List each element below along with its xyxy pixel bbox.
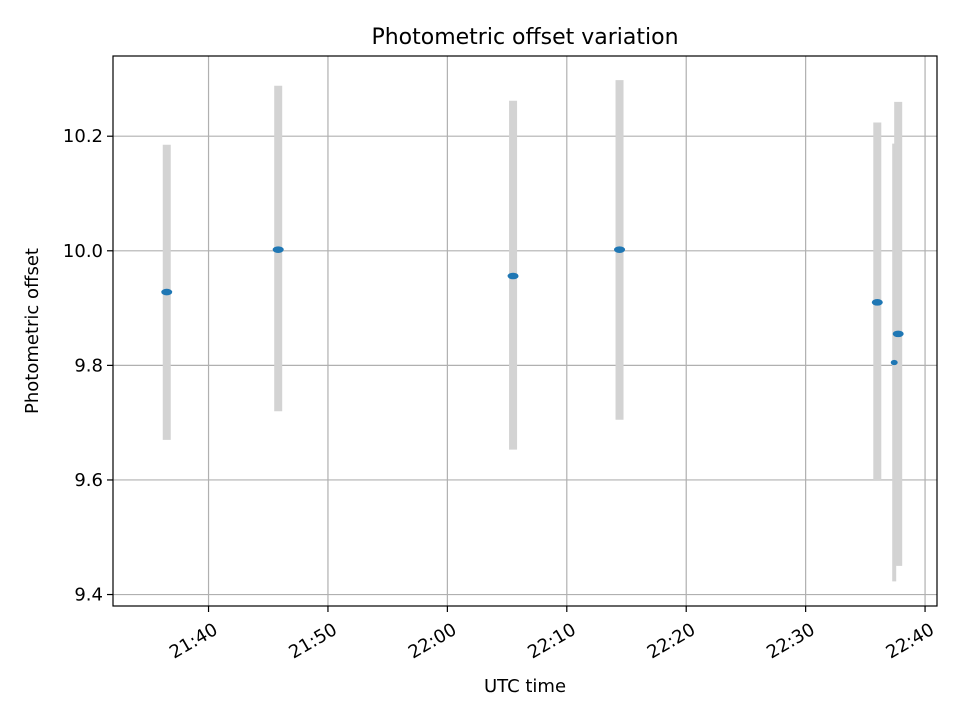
y-tick-label: 9.6 (74, 470, 103, 491)
x-tick-label: 22:10 (524, 619, 579, 663)
x-tick-label: 22:40 (883, 619, 938, 663)
data-point (892, 330, 904, 338)
grid-layer (113, 56, 937, 606)
x-tick-label: 22:20 (644, 619, 699, 663)
data-point (272, 246, 284, 253)
data-point (614, 246, 626, 253)
tick-layer: 21:40 21:50 22:00 22:10 22:20 22:30 22:40 9.4 9.… (63, 126, 938, 663)
y-tick-label: 10.0 (63, 241, 103, 262)
x-tick-label: 21:40 (166, 619, 221, 663)
y-tick-label: 9.8 (74, 355, 103, 376)
x-tick-label: 22:30 (763, 619, 818, 663)
axes-frame (112, 55, 938, 607)
data-point (507, 272, 519, 280)
data-point (871, 299, 883, 306)
data-point (161, 288, 173, 296)
x-axis-label: UTC time (484, 676, 566, 697)
x-tick-label: 22:00 (405, 619, 460, 663)
chart-title: Photometric offset variation (371, 25, 678, 50)
point-layer (161, 246, 904, 366)
y-axis-label: Photometric offset (22, 248, 43, 414)
x-tick-label: 21:50 (285, 619, 340, 663)
errorbar-layer (162, 80, 903, 582)
y-tick-label: 10.2 (63, 126, 103, 147)
y-tick-label: 9.4 (74, 585, 103, 606)
data-point (890, 359, 898, 366)
